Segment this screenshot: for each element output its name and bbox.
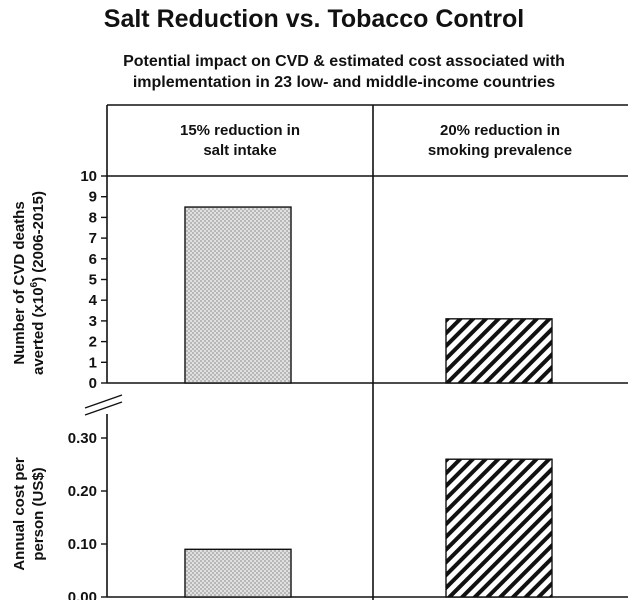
bottom-y-tick-label: 0.30: [68, 430, 97, 447]
top-ylabel-line-2: averted (x106) (2006-2015): [29, 191, 47, 375]
deaths-bar-smoking: [445, 318, 553, 384]
top-y-tick-label: 1: [89, 354, 97, 371]
bottom-y-tick-label: 0.00: [68, 589, 97, 600]
subtitle-line-1: Potential impact on CVD & estimated cost…: [123, 53, 565, 70]
top-y-tick-label: 10: [80, 168, 97, 185]
cost-bar-smoking: [445, 458, 553, 598]
header-salt-line-2: salt intake: [203, 142, 276, 159]
top-y-tick-label: 3: [89, 313, 97, 330]
header-smoke-line-2: smoking prevalence: [428, 142, 572, 159]
chart-subtitle: Potential impact on CVD & estimated cost…: [60, 51, 628, 93]
top-ylabel-line-1: Number of CVD deaths: [11, 201, 28, 364]
header-salt-line-1: 15% reduction in: [180, 122, 300, 139]
top-y-tick-label: 6: [89, 251, 97, 268]
subtitle-line-2: implementation in 23 low- and middle-inc…: [132, 74, 556, 91]
top-y-tick-label: 8: [89, 209, 97, 226]
chart-title: Salt Reduction vs. Tobacco Control: [103, 5, 525, 33]
cost-bar-salt: [184, 548, 292, 598]
bottom-y-tick-label: 0.10: [68, 536, 97, 553]
bottom-y-tick-label: 0.20: [68, 483, 97, 500]
top-y-tick-label: 9: [89, 189, 97, 206]
bottom-ylabel-line-2: person (US$): [30, 467, 47, 560]
top-y-tick-label: 7: [89, 230, 97, 247]
top-y-tick-label: 5: [89, 272, 97, 289]
top-y-tick-label: 0: [89, 375, 97, 392]
header-smoke-line-1: 20% reduction in: [440, 122, 560, 139]
bottom-ylabel-line-1: Annual cost per: [11, 457, 28, 571]
top-y-tick-label: 4: [89, 292, 98, 309]
axis-break-mark: [84, 394, 123, 416]
chart-marks: 0 1 2 3 4 5 6 7 8 9 10 0.00 0.10 0.20 0.30: [68, 168, 553, 600]
top-y-tick-label: 2: [89, 334, 97, 351]
deaths-bar-salt: [184, 206, 292, 384]
